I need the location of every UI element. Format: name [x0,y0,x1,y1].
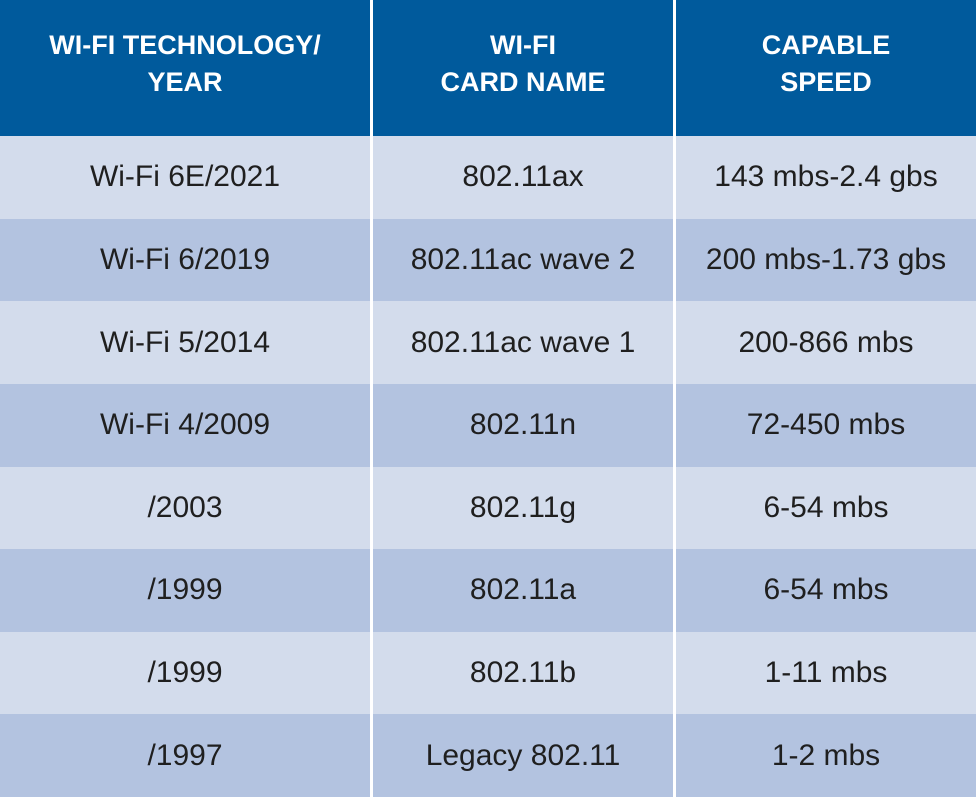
header-line: WI-FI [490,30,556,60]
header-line: SPEED [780,67,872,97]
cell-technology: Wi-Fi 4/2009 [0,383,370,467]
header-capable-speed: CAPABLE SPEED [673,0,976,136]
header-line: CARD NAME [440,67,606,97]
cell-speed: 200 mbs-1.73 gbs [673,218,976,302]
cell-card-name: 802.11g [370,466,673,550]
cell-technology: /1999 [0,549,370,632]
cell-technology: Wi-Fi 6E/2021 [0,136,370,219]
cell-speed: 1-2 mbs [673,714,976,797]
cell-speed: 6-54 mbs [673,549,976,632]
cell-speed: 72-450 mbs [673,383,976,467]
cell-card-name: 802.11a [370,549,673,632]
header-line: CAPABLE [761,30,891,60]
header-technology-year: WI-FI TECHNOLOGY/ YEAR [0,0,370,136]
cell-speed: 200-866 mbs [673,301,976,384]
cell-technology: Wi-Fi 5/2014 [0,301,370,384]
cell-card-name: Legacy 802.11 [370,714,673,797]
cell-speed: 143 mbs-2.4 gbs [673,136,976,219]
cell-technology: Wi-Fi 6/2019 [0,218,370,302]
cell-technology: /1999 [0,631,370,715]
cell-technology: /2003 [0,466,370,550]
header-line: WI-FI TECHNOLOGY/ [49,30,321,60]
cell-speed: 1-11 mbs [673,631,976,715]
cell-card-name: 802.11ac wave 2 [370,218,673,302]
cell-speed: 6-54 mbs [673,466,976,550]
header-card-name: WI-FI CARD NAME [370,0,673,136]
cell-card-name: 802.11ac wave 1 [370,301,673,384]
cell-technology: /1997 [0,714,370,797]
cell-card-name: 802.11ax [370,136,673,219]
cell-card-name: 802.11n [370,383,673,467]
cell-card-name: 802.11b [370,631,673,715]
header-line: YEAR [147,67,223,97]
